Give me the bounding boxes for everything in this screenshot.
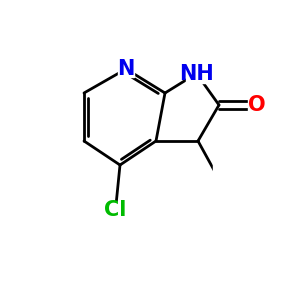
FancyBboxPatch shape [103, 202, 128, 218]
Text: Cl: Cl [104, 200, 127, 220]
Text: O: O [248, 95, 265, 115]
FancyBboxPatch shape [118, 61, 134, 77]
FancyBboxPatch shape [186, 64, 207, 82]
FancyBboxPatch shape [248, 97, 265, 113]
FancyBboxPatch shape [213, 163, 239, 179]
Text: N: N [117, 59, 135, 79]
Text: NH: NH [179, 64, 214, 83]
